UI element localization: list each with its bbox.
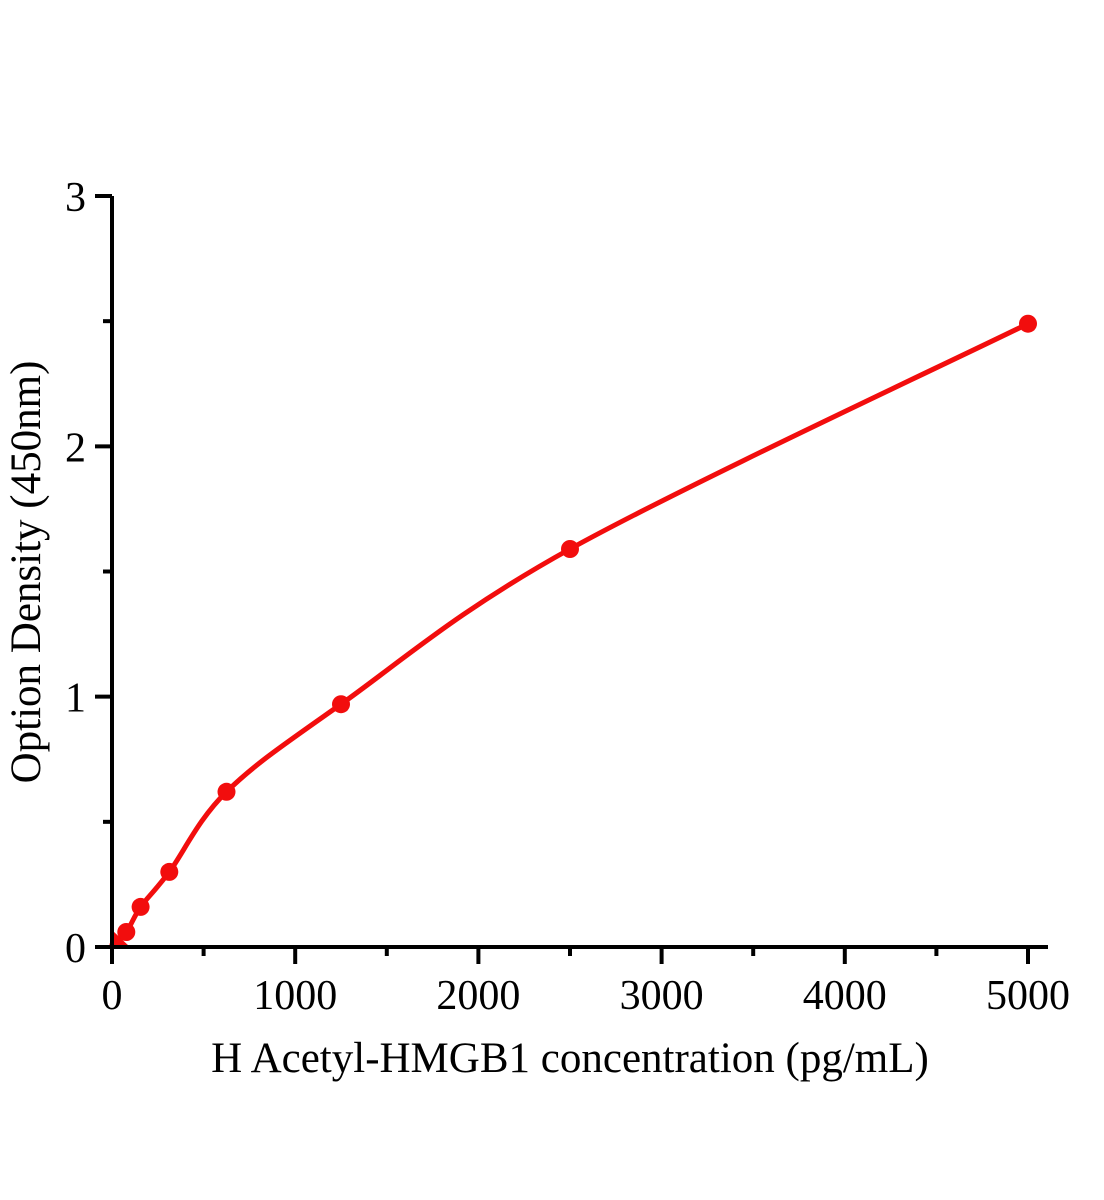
x-tick-label: 1000 <box>253 973 337 1019</box>
standard-curve-line <box>109 321 1031 947</box>
plot-layer: 0 1 2 3 0 1000 2000 3000 4000 5000 <box>65 175 1070 1019</box>
y-tick-label: 2 <box>65 425 86 471</box>
x-tick-label: 2000 <box>436 973 520 1019</box>
x-tick-label: 5000 <box>986 973 1070 1019</box>
origin-marker <box>113 931 129 946</box>
x-tick-label: 3000 <box>620 973 704 1019</box>
y-axis-title: Option Density (450nm) <box>3 361 50 784</box>
x-tick-label: 4000 <box>803 973 887 1019</box>
data-point-marker <box>561 540 579 558</box>
data-point-marker <box>131 897 150 916</box>
y-tick-label: 1 <box>65 676 86 722</box>
data-point-marker <box>332 695 350 714</box>
data-point-marker <box>217 782 236 801</box>
x-tick-label: 0 <box>102 973 123 1019</box>
data-point-marker <box>1019 314 1037 333</box>
data-point-marker <box>117 923 136 941</box>
data-point-marker <box>160 862 179 881</box>
y-tick-label: 0 <box>65 926 86 972</box>
x-axis-title: H Acetyl-HMGB1 concentration (pg/mL) <box>211 1035 929 1082</box>
y-tick-label: 3 <box>65 175 86 221</box>
